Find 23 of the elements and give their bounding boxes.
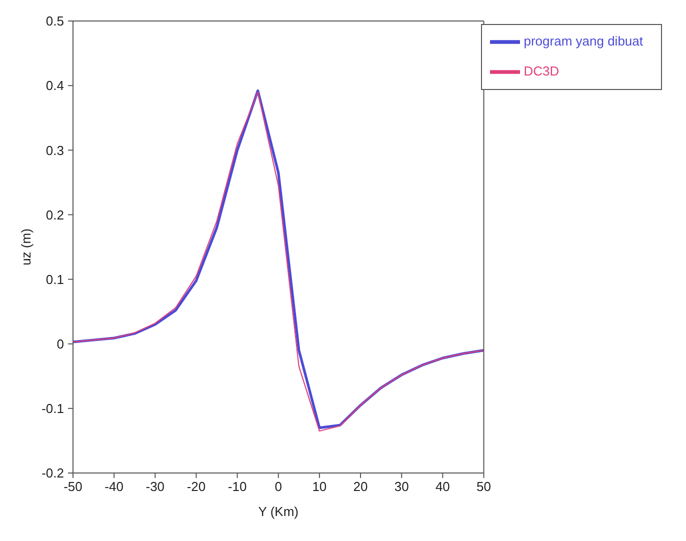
x-axis-title: Y (Km) xyxy=(258,504,298,519)
x-tick-label: 0 xyxy=(274,479,282,494)
legend-label: DC3D xyxy=(524,63,560,78)
x-tick-label: -50 xyxy=(64,479,82,494)
x-tick-label: 30 xyxy=(394,479,409,494)
x-tick-label: -20 xyxy=(186,479,206,494)
y-tick-label: 0.3 xyxy=(46,142,64,158)
legend-label: program yang dibuat xyxy=(524,33,643,48)
x-tick-label: -40 xyxy=(104,479,124,494)
x-tick-label: 20 xyxy=(353,479,368,494)
y-tick-label: 0.5 xyxy=(46,14,64,29)
y-tick-label: 0.2 xyxy=(46,207,64,222)
x-tick-label: -30 xyxy=(146,479,165,494)
x-tick-label: 40 xyxy=(435,479,450,494)
x-tick-label: 10 xyxy=(312,479,327,494)
y-tick-label: -0.1 xyxy=(42,401,64,416)
x-tick-label: 50 xyxy=(476,479,491,494)
y-tick-label: -0.2 xyxy=(42,466,64,481)
y-tick-label: 0.4 xyxy=(46,78,64,94)
x-tick-label: -10 xyxy=(228,479,247,494)
y-tick-label: 0.1 xyxy=(46,272,64,287)
y-axis-title: uz (m) xyxy=(18,228,34,266)
y-tick-label: 0 xyxy=(56,336,64,352)
